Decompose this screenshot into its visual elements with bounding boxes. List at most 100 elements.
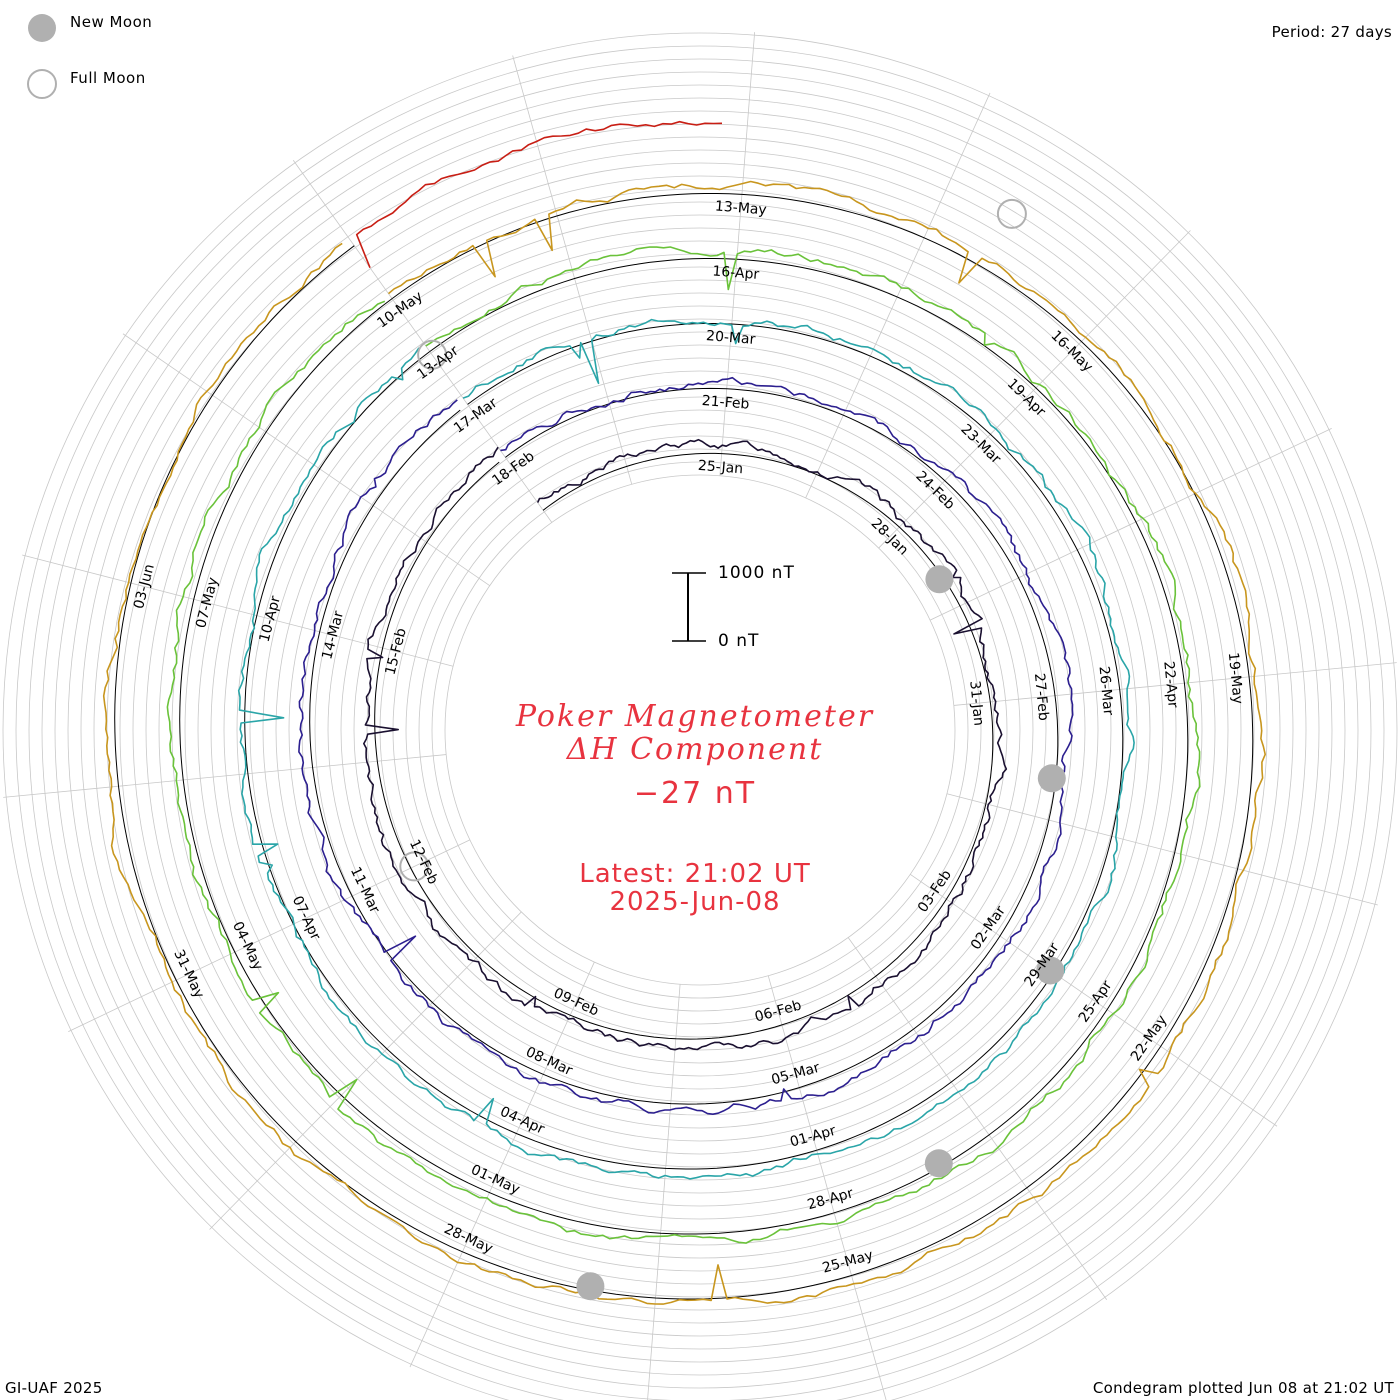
grid-circle (2, 32, 1398, 1400)
grid-spoke (68, 839, 471, 1032)
grid-circle (262, 292, 1138, 1168)
grid-circle (197, 227, 1203, 1233)
grid-circle (80, 110, 1320, 1350)
grid-spoke (409, 961, 595, 1368)
grid-circle (366, 396, 1034, 1064)
date-label: 13-May (714, 198, 767, 218)
new-moon-marker (924, 1149, 953, 1178)
grid-circle (327, 357, 1073, 1103)
trace-ring-1 (362, 438, 1008, 1051)
date-label: 28-Apr (806, 1185, 856, 1213)
data-traces (102, 120, 1266, 1305)
ring-baseline (374, 452, 994, 1040)
ring-baseline (114, 193, 1254, 1300)
date-label: 19-May (1225, 652, 1246, 705)
grid-spoke (767, 975, 887, 1400)
grid-spoke (22, 554, 454, 667)
new-moon-marker (1037, 764, 1066, 793)
grid-spoke (3, 754, 447, 798)
date-label: 31-Jan (966, 680, 986, 727)
scale-top-label: 1000 nT (718, 563, 795, 583)
date-label: 21-Feb (701, 393, 750, 413)
period-label: Period: 27 days (1271, 23, 1392, 41)
grid-circle (210, 240, 1190, 1220)
date-label: 26-Mar (1095, 666, 1116, 717)
trace-ring-2 (298, 376, 1074, 1115)
footer-plot-time: Condegram plotted Jun 08 at 21:02 UT (1092, 1379, 1394, 1397)
latest-block: Latest: 21:02 UT 2025-Jun-08 (440, 860, 950, 916)
date-label: 07-Apr (289, 894, 324, 943)
date-label: 20-Mar (706, 328, 757, 348)
grid-spokes (3, 32, 1397, 1400)
date-label: 22-Apr (1160, 660, 1180, 708)
grid-circle (145, 175, 1255, 1285)
grid-circle (106, 136, 1294, 1324)
grid-spoke (805, 92, 991, 499)
date-label: 04-May (229, 919, 266, 973)
grid-spoke (847, 937, 1108, 1300)
date-label: 04-Apr (497, 1104, 546, 1138)
ring-baseline (309, 387, 1059, 1105)
chart-title: Poker Magnetometer ΔH Component (440, 700, 950, 766)
grid-circle (379, 409, 1021, 1051)
trace-ring-4 (166, 246, 1201, 1244)
title-line-1: Poker Magnetometer (515, 699, 875, 734)
grid-spoke (946, 793, 1378, 906)
grid-circle (405, 435, 995, 1025)
new-moon-marker (576, 1272, 605, 1301)
grid-circle (431, 461, 969, 999)
grid-spoke (292, 160, 553, 523)
grid-circle (67, 97, 1333, 1363)
date-label: 03-Jun (131, 563, 158, 611)
title-line-2: ΔH Component (566, 732, 824, 767)
grid-circle (288, 318, 1112, 1142)
grid-spoke (929, 428, 1332, 621)
current-value: −27 nT (633, 776, 757, 811)
grid-circles (2, 32, 1398, 1400)
scale-bar (672, 572, 706, 642)
date-label: 25-Apr (1076, 978, 1116, 1026)
date-label: 27-Feb (1031, 673, 1052, 722)
grid-circle (301, 331, 1099, 1129)
grid-spoke (209, 911, 522, 1230)
grid-circle (132, 162, 1268, 1298)
moon-markers (399, 198, 1066, 1301)
trace-ring-6 (355, 120, 723, 268)
grid-spoke (878, 230, 1191, 549)
grid-circle (119, 149, 1281, 1311)
legend (27, 14, 57, 99)
grid-circle (41, 71, 1359, 1389)
latest-time: Latest: 21:02 UT (579, 859, 811, 889)
ring-baselines (114, 193, 1254, 1300)
new-moon-marker (1036, 956, 1065, 985)
grid-circle (275, 305, 1125, 1155)
grid-spoke (953, 662, 1397, 706)
ring-baseline (244, 323, 1124, 1170)
grid-circle (340, 370, 1060, 1090)
full-moon-icon (27, 69, 57, 99)
full-moon-marker (399, 851, 430, 882)
date-label: 28-May (441, 1221, 495, 1257)
grid-spoke (909, 874, 1278, 1127)
grid-spoke (647, 984, 681, 1400)
date-label: 22-May (1128, 1013, 1171, 1065)
grid-circle (444, 474, 956, 986)
date-label: 11-Mar (347, 864, 383, 916)
grid-circle (184, 214, 1216, 1246)
grid-circle (54, 84, 1346, 1376)
grid-circle (15, 45, 1385, 1400)
date-label: 31-May (170, 947, 207, 1001)
grid-spoke (122, 333, 491, 586)
full-moon-label: Full Moon (70, 69, 146, 87)
date-label: 10-Apr (257, 594, 284, 644)
date-label: 01-Apr (788, 1123, 838, 1151)
new-moon-icon (28, 14, 56, 42)
trace-ring-3 (237, 318, 1135, 1180)
grid-circle (236, 266, 1164, 1194)
full-moon-marker (417, 339, 448, 370)
footer-credit: GI-UAF 2025 (5, 1379, 103, 1397)
date-label: 01-May (468, 1162, 522, 1198)
latest-date: 2025-Jun-08 (609, 887, 781, 917)
grid-circle (418, 448, 982, 1012)
